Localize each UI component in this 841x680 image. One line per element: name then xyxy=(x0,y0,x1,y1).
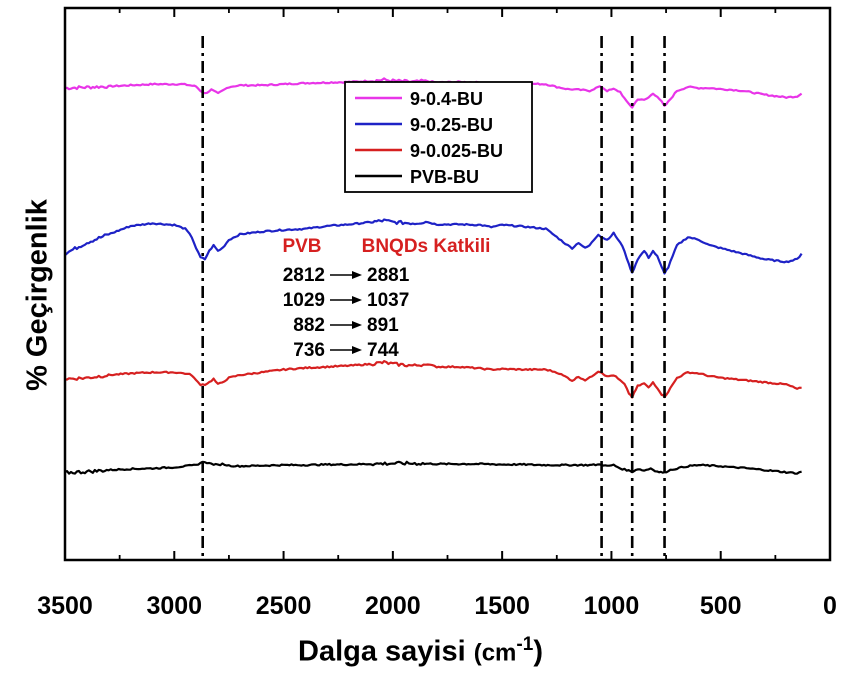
shift-from-4: 736 xyxy=(293,340,325,361)
shift-from-2: 1029 xyxy=(283,290,325,311)
shift-from-1: 2812 xyxy=(283,265,325,286)
shift-to-4: 744 xyxy=(367,340,399,361)
x-tick-label: 0 xyxy=(823,592,837,620)
annotation-header-pvb: PVB xyxy=(282,236,321,257)
x-tick-label: 500 xyxy=(700,592,742,620)
series-line-4 xyxy=(64,460,802,475)
shift-to-3: 891 xyxy=(367,315,399,336)
legend-label-3: 9-0.025-BU xyxy=(410,141,503,161)
x-tick-label: 3000 xyxy=(146,592,202,620)
series-line-3 xyxy=(65,360,802,399)
y-axis-label: % Geçirgenlik xyxy=(21,199,54,391)
x-axis-label: Dalga sayisi (cm-1) xyxy=(298,634,543,668)
x-tick-label: 2000 xyxy=(365,592,421,620)
annotation-header-bnqds: BNQDs Katkili xyxy=(362,236,491,257)
legend-box xyxy=(344,81,533,193)
shift-to-2: 1037 xyxy=(367,290,409,311)
shift-arrow-head-4 xyxy=(352,346,362,354)
shift-arrow-head-2 xyxy=(352,296,362,304)
x-tick-label: 1500 xyxy=(474,592,530,620)
x-tick-label: 2500 xyxy=(256,592,312,620)
legend-label-2: 9-0.25-BU xyxy=(410,115,493,135)
shift-to-1: 2881 xyxy=(367,265,410,286)
legend-label-4: PVB-BU xyxy=(410,167,479,187)
legend-label-1: 9-0.4-BU xyxy=(410,89,483,109)
x-tick-label: 3500 xyxy=(37,592,93,620)
series-line-2 xyxy=(64,218,803,275)
shift-arrow-head-1 xyxy=(352,271,362,279)
shift-arrow-head-3 xyxy=(352,321,362,329)
shift-from-3: 882 xyxy=(293,315,325,336)
x-tick-label: 1000 xyxy=(584,592,640,620)
